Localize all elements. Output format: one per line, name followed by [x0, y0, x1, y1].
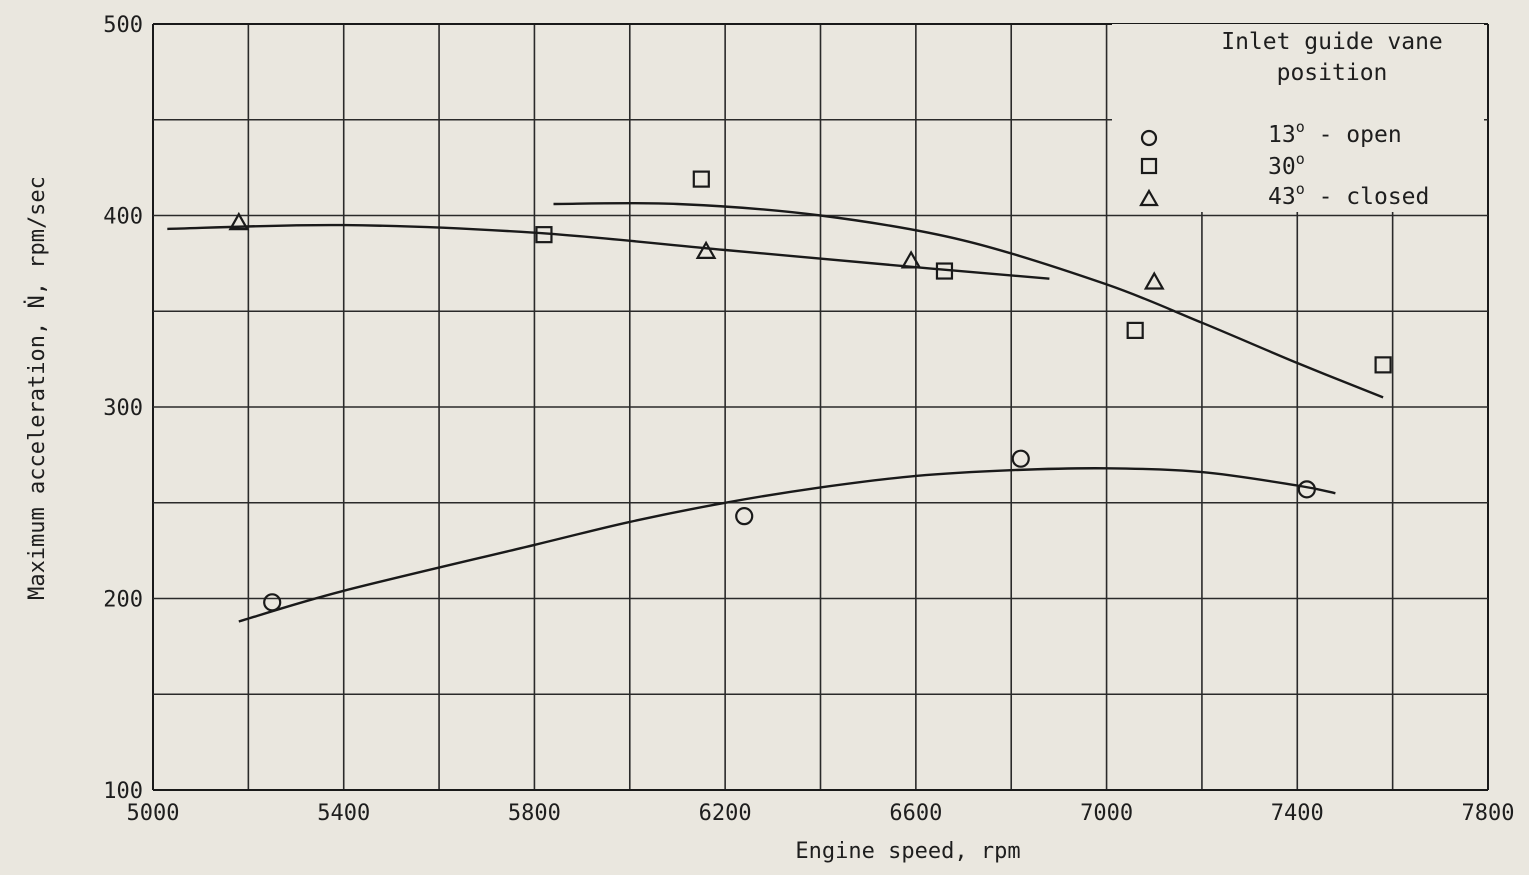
legend-entry-open: 13o - open: [1268, 118, 1402, 148]
y-axis-label: Maximum acceleration, Ṅ, rpm/sec: [24, 176, 50, 600]
legend-entry-mid-number: 30: [1268, 154, 1296, 180]
legend-background: [1112, 24, 1484, 212]
x-axis-label: Engine speed, rpm: [795, 839, 1020, 864]
legend-entry-closed-number: 43: [1268, 184, 1296, 210]
square-data-point: [935, 262, 954, 280]
legend-entry-open-degree: o: [1296, 118, 1305, 136]
square-series-curve: [553, 201, 1384, 399]
legend-entry-open-suffix: - open: [1305, 122, 1402, 148]
circle-data-point: [1297, 480, 1316, 499]
legend-entry-closed-degree: o: [1296, 180, 1305, 198]
square-data-point: [1374, 356, 1392, 374]
x-tick-label: 7000: [1080, 801, 1133, 826]
circle-data-point: [735, 507, 754, 526]
legend-title-line-2: position: [1277, 60, 1388, 86]
square-data-point: [692, 170, 710, 188]
x-tick-label: 5400: [317, 801, 370, 826]
y-tick-label: 300: [103, 396, 143, 421]
x-tick-label: 6600: [889, 801, 942, 826]
tick-labels: 5000 5400 5800 6200 6600 7000 7400 7800 100 200 30…: [103, 13, 1514, 826]
triangle-data-point: [900, 250, 922, 269]
legend: Inlet guide vane position 13o - open 30o…: [1112, 24, 1484, 212]
x-tick-label: 7400: [1271, 801, 1324, 826]
triangle-data-point: [1143, 271, 1165, 290]
data-markers: [228, 170, 1392, 612]
legend-entry-closed-suffix: - closed: [1305, 184, 1430, 210]
triangle-data-point: [695, 240, 717, 259]
circle-series-curve: [238, 467, 1336, 623]
y-tick-label: 400: [103, 205, 143, 230]
y-tick-label: 100: [103, 779, 143, 804]
legend-entry-open-number: 13: [1268, 122, 1296, 148]
circle-data-point: [1011, 449, 1030, 468]
legend-square-marker: [1140, 157, 1158, 175]
x-tick-label: 6200: [699, 801, 752, 826]
legend-circle-marker: [1140, 129, 1158, 147]
triangle-data-point: [228, 211, 250, 231]
legend-entry-closed: 43o - closed: [1268, 180, 1429, 210]
x-tick-label: 5000: [127, 801, 180, 826]
triangle-series-curve: [167, 223, 1050, 280]
legend-triangle-marker: [1139, 188, 1159, 207]
y-tick-label: 500: [103, 13, 143, 38]
x-tick-label: 5800: [508, 801, 561, 826]
circle-data-point: [263, 593, 282, 612]
x-tick-label: 7800: [1462, 801, 1515, 826]
legend-entry-mid-degree: o: [1296, 150, 1305, 168]
y-tick-label: 200: [103, 588, 143, 613]
legend-entry-mid: 30o: [1268, 150, 1305, 180]
square-data-point: [1126, 321, 1144, 339]
square-data-point: [535, 226, 553, 244]
fitted-curves: [167, 201, 1384, 623]
legend-title-line-1: Inlet guide vane: [1221, 29, 1443, 55]
